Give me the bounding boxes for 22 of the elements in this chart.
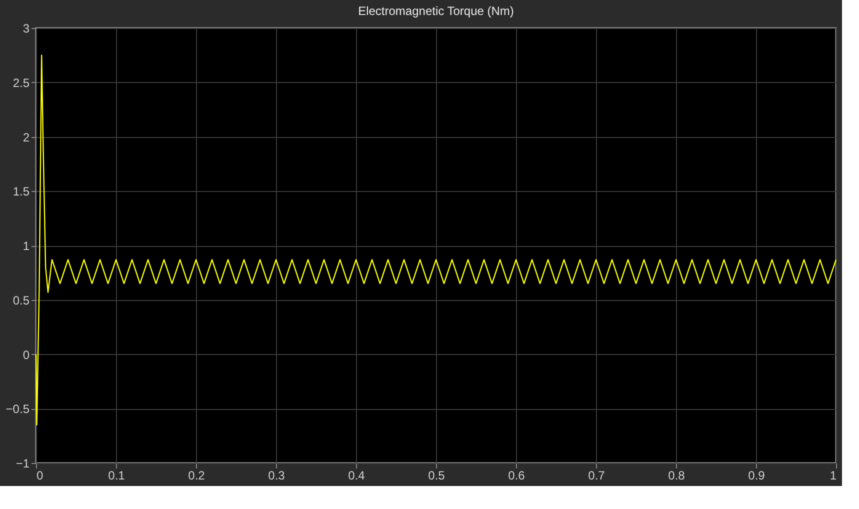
y-tick-label: 2.5 (12, 76, 30, 90)
x-tick-label: 0.4 (348, 468, 366, 482)
y-tick-label: 0.5 (12, 293, 30, 308)
x-tick-label: 0.7 (588, 468, 606, 482)
line-series (35, 54, 837, 426)
y-tick-label: 1.5 (12, 184, 30, 199)
x-tick-label: 0.3 (268, 468, 286, 482)
x-tick-label: 0.1 (108, 468, 126, 482)
x-tick-label: 0.2 (188, 468, 206, 482)
x-tick-label: 1 (830, 468, 837, 482)
y-tick-label: −1 (16, 456, 30, 470)
x-tick-label: 0.5 (428, 468, 446, 482)
chart-title: Electromagnetic Torque (Nm) (358, 4, 514, 18)
x-tick-label: 0.6 (508, 468, 526, 482)
x-tick-label: 0.9 (748, 468, 766, 482)
y-tick-label: −0.5 (6, 402, 30, 416)
y-tick-label: 2 (22, 130, 30, 144)
y-tick-label: 3 (22, 22, 30, 36)
x-tick-label: 0.8 (668, 468, 686, 482)
y-tick-label: 0 (22, 348, 30, 362)
y-tick-label: 1 (22, 239, 30, 253)
x-tick-label: 0 (36, 468, 44, 482)
